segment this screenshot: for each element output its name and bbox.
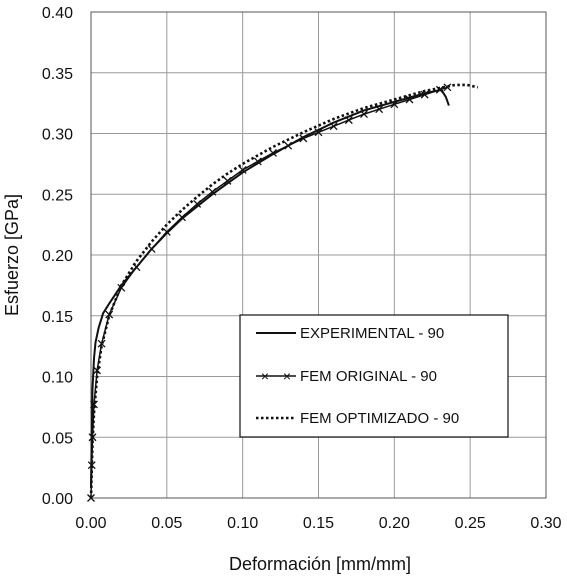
y-tick-label: 0.30	[42, 127, 73, 144]
x-tick-label: 0.20	[379, 515, 410, 532]
data-point-fem-original	[97, 339, 106, 348]
data-point-fem-original	[178, 213, 186, 222]
data-point-fem-original	[420, 90, 429, 99]
y-tick-label: 0.15	[42, 309, 73, 326]
data-point-fem-original	[360, 110, 368, 119]
x-tick-label: 0.00	[75, 515, 106, 532]
data-point-fem-original	[390, 100, 399, 109]
x-tick-label: 0.25	[455, 515, 486, 532]
plot-area-frame	[90, 11, 547, 499]
data-point-fem-original	[208, 187, 217, 196]
series-line-fem-optimizado	[89, 83, 479, 499]
data-point-fem-original	[193, 200, 202, 208]
data-point-fem-original	[314, 128, 323, 137]
data-point-fem-original	[253, 157, 262, 166]
series-layer	[87, 83, 479, 502]
x-tick-label: 0.15	[303, 515, 334, 532]
y-tick-label: 0.10	[42, 370, 73, 387]
x-tick-label: 0.10	[227, 515, 258, 532]
x-axis-title: Deformación [mm/mm]	[229, 554, 411, 574]
legend-label-experimental: EXPERIMENTAL - 90	[300, 325, 444, 342]
y-tick-label: 0.00	[42, 491, 73, 508]
data-point-fem-original	[223, 176, 232, 185]
y-tick-label: 0.05	[42, 430, 73, 447]
data-point-fem-original	[405, 95, 414, 104]
data-point-fem-original	[162, 227, 171, 236]
y-axis-title: Esfuerzo [GPa]	[2, 194, 22, 316]
y-tick-label: 0.20	[42, 248, 73, 265]
legend-marker-fem-original-2: ×	[283, 368, 291, 384]
x-axis-tick-labels: 0.00 0.05 0.10 0.15 0.20 0.25 0.30	[75, 515, 561, 532]
legend-label-fem-original: FEM ORIGINAL - 90	[300, 368, 437, 385]
legend: EXPERIMENTAL - 90 × × FEM ORIGINAL - 90 …	[239, 314, 509, 438]
y-tick-label: 0.25	[42, 187, 73, 204]
grid-lines	[90, 11, 547, 499]
data-point-fem-original	[329, 122, 338, 131]
data-point-fem-original	[105, 310, 114, 319]
x-tick-label: 0.05	[151, 515, 182, 532]
series-line-experimental	[90, 88, 450, 486]
data-point-fem-original	[147, 244, 156, 253]
y-tick-label: 0.40	[42, 5, 73, 22]
data-point-fem-original	[443, 83, 452, 92]
data-point-fem-original	[90, 400, 98, 409]
data-point-fem-original	[238, 165, 247, 174]
y-tick-label: 0.35	[42, 66, 73, 83]
data-point-fem-original	[375, 105, 384, 114]
data-point-fem-original	[87, 461, 96, 470]
data-point-fem-original	[299, 134, 308, 143]
y-axis-tick-labels: 0.00 0.05 0.10 0.15 0.20 0.25 0.30 0.35 0.40	[42, 5, 73, 508]
legend-marker-fem-original-1: ×	[261, 368, 269, 384]
data-point-fem-original	[269, 148, 277, 157]
data-point-fem-original	[284, 141, 293, 150]
legend-label-fem-optimizado: FEM OPTIMIZADO - 90	[300, 410, 459, 427]
x-tick-label: 0.30	[530, 515, 561, 532]
data-point-fem-original	[344, 116, 353, 125]
